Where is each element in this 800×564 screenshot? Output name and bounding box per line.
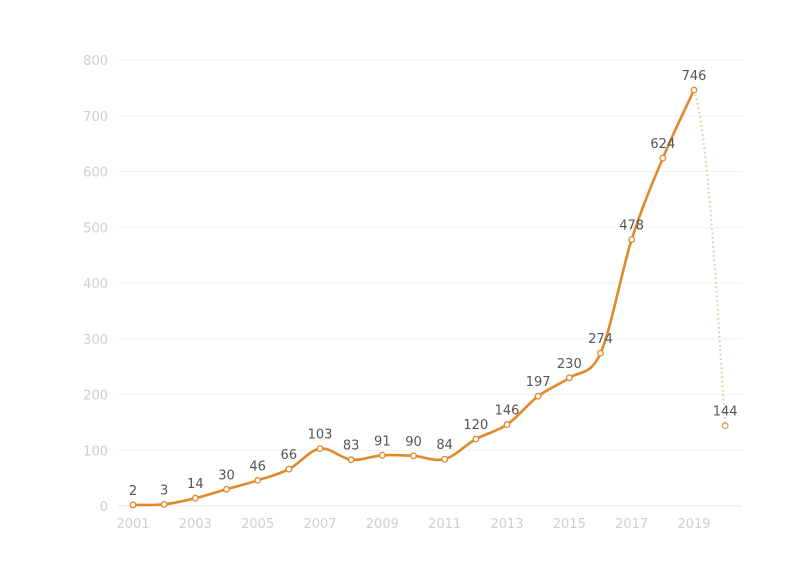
y-tick-label: 300	[83, 333, 108, 348]
x-tick-label: 2003	[179, 517, 212, 532]
data-point	[690, 86, 698, 94]
x-tick-label: 2001	[116, 517, 149, 532]
data-point	[659, 154, 667, 162]
data-point	[316, 445, 324, 453]
x-tick-label: 2007	[303, 517, 336, 532]
data-label: 274	[588, 332, 613, 347]
data-label: 478	[619, 219, 644, 234]
data-label: 230	[557, 357, 582, 372]
y-tick-label: 500	[83, 221, 108, 236]
x-tick-label: 2017	[615, 517, 648, 532]
data-point	[160, 500, 168, 508]
data-point	[441, 455, 449, 463]
data-label: 120	[463, 418, 488, 433]
data-point	[285, 465, 293, 473]
data-point	[721, 422, 729, 430]
x-tick-label: 2005	[241, 517, 274, 532]
y-tick-label: 400	[83, 277, 108, 292]
y-tick-label: 0	[100, 500, 108, 515]
data-label: 197	[526, 375, 551, 390]
data-label: 2	[129, 484, 137, 499]
y-tick-label: 200	[83, 389, 108, 404]
x-tick-label: 2013	[490, 517, 523, 532]
data-point	[378, 451, 386, 459]
data-label: 624	[650, 137, 675, 152]
data-point	[565, 374, 573, 382]
data-point	[628, 236, 636, 243]
data-point	[191, 494, 199, 502]
y-tick-label: 600	[83, 166, 108, 181]
data-point	[254, 476, 262, 484]
data-point	[503, 421, 511, 429]
data-label: 46	[249, 459, 266, 474]
data-label: 30	[218, 468, 235, 483]
x-tick-label: 2011	[428, 517, 461, 532]
x-tick-label: 2015	[553, 517, 586, 532]
data-label: 84	[436, 438, 453, 453]
data-label: 90	[405, 435, 422, 450]
y-tick-label: 100	[83, 444, 108, 459]
data-point	[597, 349, 604, 357]
data-point	[347, 456, 355, 464]
y-tick-label: 800	[83, 54, 108, 69]
data-label: 83	[343, 439, 360, 454]
data-label: 144	[713, 405, 738, 420]
series-line-projected	[693, 89, 727, 426]
data-point	[472, 435, 480, 443]
y-tick-label: 700	[83, 110, 108, 125]
data-point	[410, 452, 417, 460]
data-label: 103	[308, 428, 333, 443]
data-point	[223, 485, 230, 493]
x-tick-label: 2009	[366, 517, 399, 532]
x-tick-label: 2019	[677, 517, 710, 532]
data-label: 146	[495, 404, 520, 419]
data-point	[534, 392, 542, 400]
data-label: 66	[281, 448, 298, 463]
data-label: 3	[160, 483, 168, 498]
data-point	[129, 501, 137, 509]
data-label: 746	[682, 69, 707, 84]
data-label: 14	[187, 477, 204, 492]
data-label: 91	[374, 434, 391, 449]
